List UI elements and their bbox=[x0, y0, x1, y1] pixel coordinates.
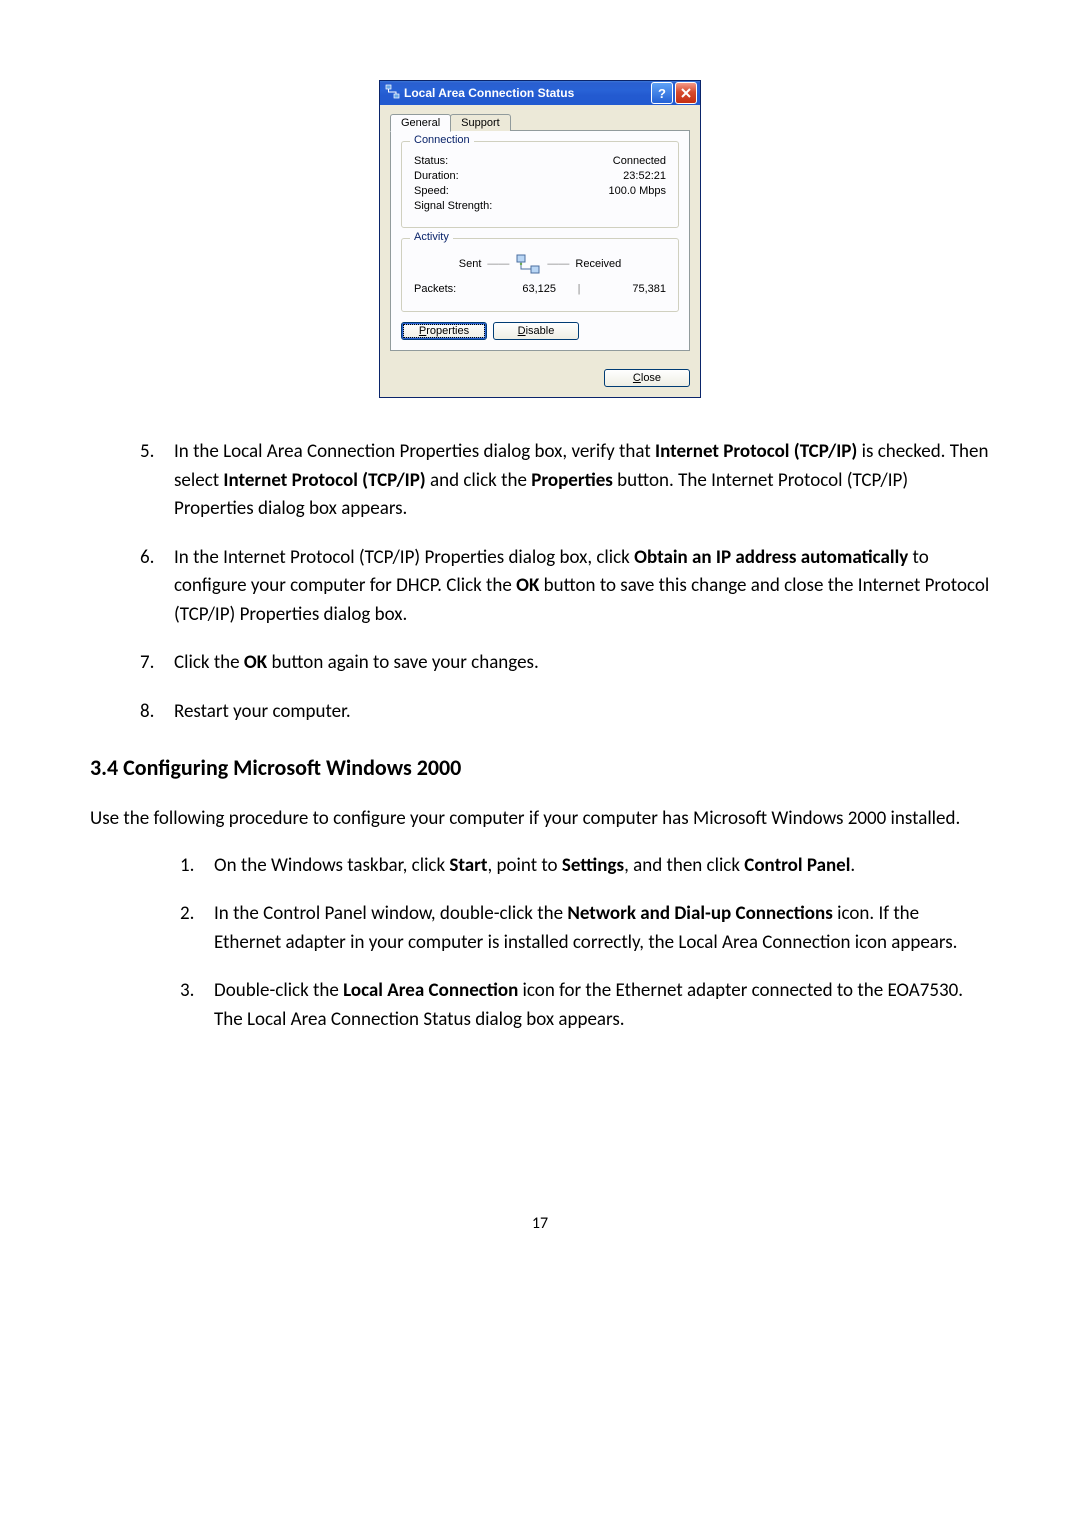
activity-icon bbox=[515, 253, 541, 275]
paragraph: Use the following procedure to configure… bbox=[90, 805, 990, 834]
list-item: 3. Double-click the Local Area Connectio… bbox=[180, 977, 990, 1034]
packets-sent: 63,125 bbox=[474, 283, 574, 295]
list-item: 7. Click the OK button again to save you… bbox=[140, 649, 990, 678]
tab-panel-general: Connection Status: Connected Duration: 2… bbox=[390, 130, 690, 351]
received-line: —— bbox=[547, 258, 569, 270]
received-label: Received bbox=[575, 258, 621, 270]
disable-button[interactable]: Disable bbox=[493, 322, 579, 340]
list-item: 8. Restart your computer. bbox=[140, 698, 990, 727]
separator: | bbox=[574, 283, 584, 295]
list-item: 5. In the Local Area Connection Properti… bbox=[140, 438, 990, 524]
speed-value: 100.0 Mbps bbox=[609, 185, 666, 197]
speed-label: Speed: bbox=[414, 185, 449, 197]
duration-value: 23:52:21 bbox=[623, 170, 666, 182]
help-button[interactable]: ? bbox=[651, 82, 673, 104]
signal-label: Signal Strength: bbox=[414, 200, 492, 212]
list-item: 2. In the Control Panel window, double-c… bbox=[180, 900, 990, 957]
connection-status-dialog: Local Area Connection Status ? General S… bbox=[379, 80, 701, 398]
list-item: 1. On the Windows taskbar, click Start, … bbox=[180, 852, 990, 881]
sent-label: Sent bbox=[459, 258, 482, 270]
packets-label: Packets: bbox=[414, 283, 474, 295]
activity-group: Activity Sent —— —— bbox=[401, 238, 679, 312]
status-value: Connected bbox=[613, 155, 666, 167]
tab-support[interactable]: Support bbox=[450, 114, 511, 131]
dialog-title: Local Area Connection Status bbox=[404, 86, 649, 100]
duration-label: Duration: bbox=[414, 170, 459, 182]
list-item: 6. In the Internet Protocol (TCP/IP) Pro… bbox=[140, 544, 990, 630]
status-label: Status: bbox=[414, 155, 448, 167]
packets-received: 75,381 bbox=[584, 283, 666, 295]
connection-group: Connection Status: Connected Duration: 2… bbox=[401, 141, 679, 228]
close-button[interactable]: Close bbox=[604, 369, 690, 387]
tab-strip: General Support bbox=[390, 114, 690, 131]
network-icon bbox=[385, 84, 400, 102]
activity-legend: Activity bbox=[410, 231, 453, 243]
page-number: 17 bbox=[90, 1214, 990, 1233]
titlebar-close-button[interactable] bbox=[675, 82, 697, 104]
tab-general[interactable]: General bbox=[390, 114, 451, 132]
sent-line: —— bbox=[487, 258, 509, 270]
connection-legend: Connection bbox=[410, 134, 474, 146]
titlebar: Local Area Connection Status ? bbox=[380, 81, 700, 105]
properties-button[interactable]: Properties bbox=[401, 322, 487, 340]
section-heading: 3.4 Configuring Microsoft Windows 2000 bbox=[90, 754, 990, 781]
